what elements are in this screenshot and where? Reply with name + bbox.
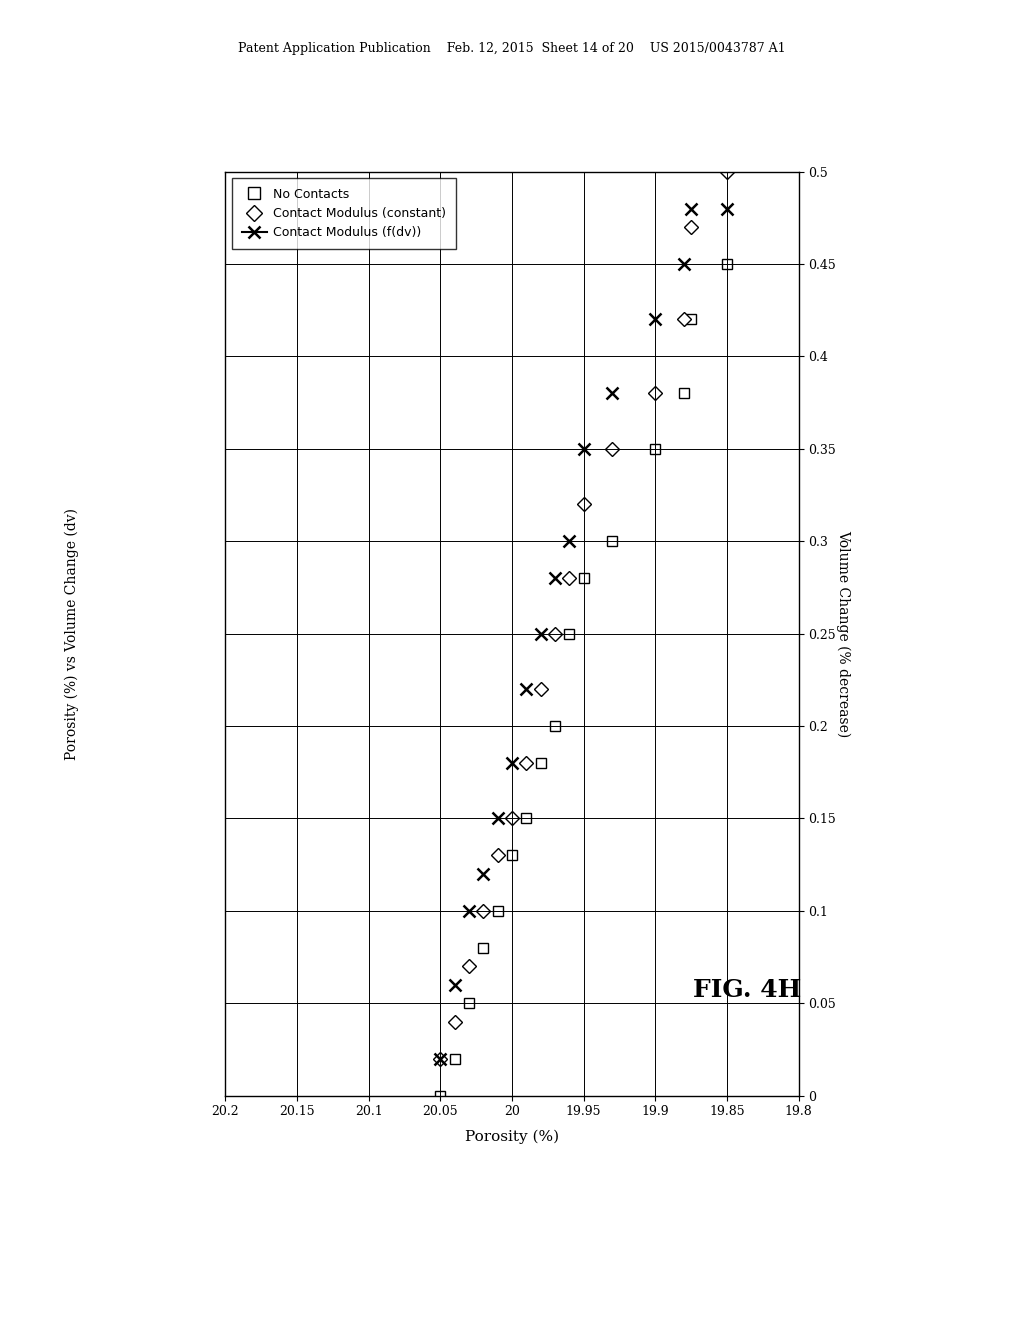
Text: Patent Application Publication    Feb. 12, 2015  Sheet 14 of 20    US 2015/00437: Patent Application Publication Feb. 12, … <box>239 42 785 55</box>
No Contacts <box>685 312 697 327</box>
No Contacts <box>492 903 504 919</box>
Line: Contact Modulus (constant): Contact Modulus (constant) <box>435 166 732 1064</box>
X-axis label: Porosity (%): Porosity (%) <box>465 1130 559 1144</box>
Legend: No Contacts, Contact Modulus (constant), Contact Modulus (f(dv)): No Contacts, Contact Modulus (constant),… <box>231 178 456 249</box>
Contact Modulus (constant) <box>549 626 561 642</box>
No Contacts <box>434 1088 446 1104</box>
No Contacts <box>678 385 690 401</box>
Contact Modulus (constant) <box>434 1051 446 1067</box>
Line: Contact Modulus (f(dv)): Contact Modulus (f(dv)) <box>434 202 733 1065</box>
No Contacts <box>477 940 489 956</box>
Contact Modulus (constant) <box>506 810 518 826</box>
Contact Modulus (f(dv)) <box>535 626 547 642</box>
Contact Modulus (f(dv)) <box>721 201 733 216</box>
Contact Modulus (f(dv)) <box>606 385 618 401</box>
Contact Modulus (constant) <box>685 219 697 235</box>
Contact Modulus (constant) <box>649 385 662 401</box>
Contact Modulus (constant) <box>578 496 590 512</box>
Y-axis label: Volume Change (% decrease): Volume Change (% decrease) <box>836 529 850 738</box>
Contact Modulus (f(dv)) <box>506 755 518 771</box>
Contact Modulus (f(dv)) <box>678 256 690 272</box>
Contact Modulus (f(dv)) <box>492 810 504 826</box>
Contact Modulus (constant) <box>492 847 504 863</box>
No Contacts <box>606 533 618 549</box>
No Contacts <box>463 995 475 1011</box>
Contact Modulus (f(dv)) <box>520 681 532 697</box>
Contact Modulus (constant) <box>606 441 618 457</box>
Contact Modulus (f(dv)) <box>449 977 461 993</box>
Contact Modulus (f(dv)) <box>549 570 561 586</box>
No Contacts <box>649 441 662 457</box>
Contact Modulus (constant) <box>721 164 733 180</box>
Contact Modulus (f(dv)) <box>463 903 475 919</box>
Line: No Contacts: No Contacts <box>435 259 732 1101</box>
No Contacts <box>520 810 532 826</box>
Contact Modulus (constant) <box>520 755 532 771</box>
No Contacts <box>549 718 561 734</box>
Text: FIG. 4H: FIG. 4H <box>693 978 802 1002</box>
Contact Modulus (constant) <box>477 903 489 919</box>
Contact Modulus (f(dv)) <box>477 866 489 882</box>
Contact Modulus (constant) <box>449 1014 461 1030</box>
No Contacts <box>578 570 590 586</box>
No Contacts <box>449 1051 461 1067</box>
No Contacts <box>535 755 547 771</box>
Text: Porosity (%) vs Volume Change (dv): Porosity (%) vs Volume Change (dv) <box>65 508 79 759</box>
Contact Modulus (f(dv)) <box>434 1051 446 1067</box>
Contact Modulus (f(dv)) <box>649 312 662 327</box>
Contact Modulus (constant) <box>678 312 690 327</box>
Contact Modulus (constant) <box>535 681 547 697</box>
Contact Modulus (f(dv)) <box>563 533 575 549</box>
Contact Modulus (f(dv)) <box>685 201 697 216</box>
Contact Modulus (constant) <box>463 958 475 974</box>
No Contacts <box>506 847 518 863</box>
Contact Modulus (f(dv)) <box>578 441 590 457</box>
Contact Modulus (constant) <box>563 570 575 586</box>
No Contacts <box>721 256 733 272</box>
No Contacts <box>563 626 575 642</box>
